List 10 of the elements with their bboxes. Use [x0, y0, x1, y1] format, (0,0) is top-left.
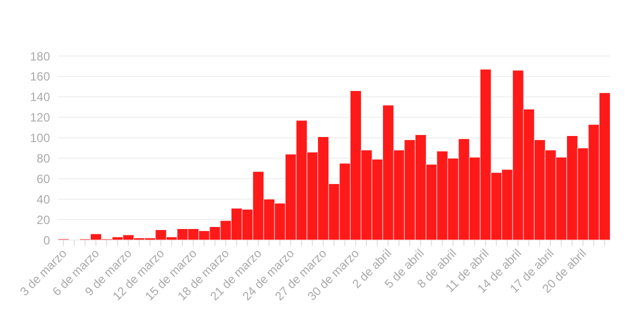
y-tick-label: 100 [30, 131, 50, 146]
y-tick-label: 60 [36, 172, 50, 186]
y-tick-label: 40 [36, 192, 50, 206]
y-tick-label: 120 [30, 110, 50, 125]
y-tick-label: 0 [43, 233, 50, 248]
y-tick-label: 140 [30, 90, 50, 104]
y-tick-label: 80 [36, 151, 50, 166]
y-tick-label: 20 [36, 212, 50, 227]
y-tick-label: 160 [30, 70, 50, 84]
y-tick-label: 180 [30, 49, 50, 64]
